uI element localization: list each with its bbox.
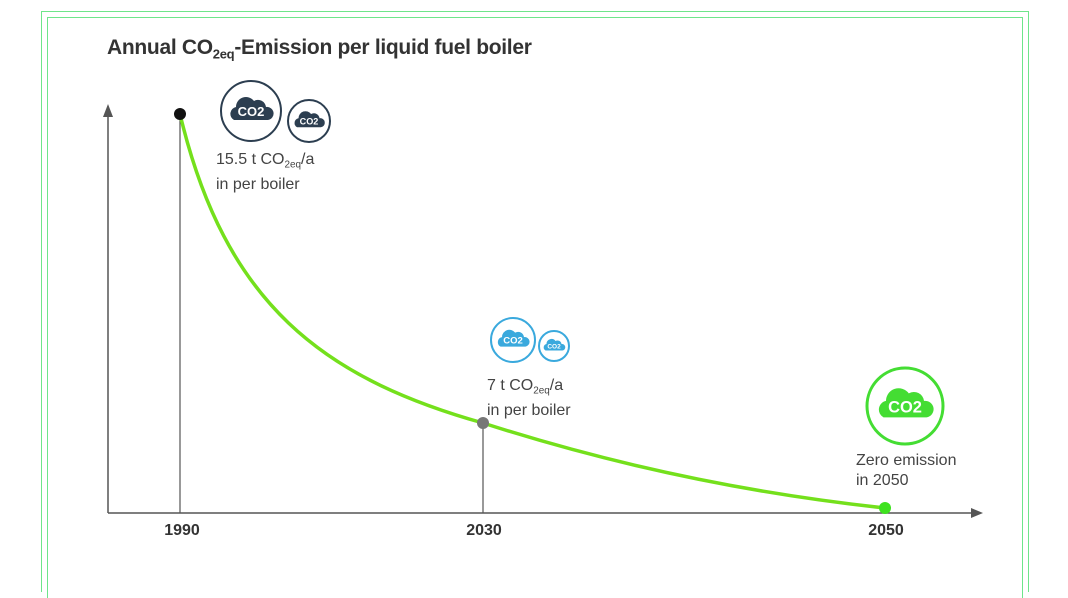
title-main: Annual CO bbox=[107, 36, 213, 59]
co2-cloud-icon-2030-small-label: CO2 bbox=[547, 344, 561, 351]
co2-cloud-icon-2050-ring bbox=[865, 366, 945, 446]
x-tick-1990: 1990 bbox=[164, 522, 200, 539]
data-point-2050 bbox=[879, 502, 891, 514]
title-rest: -Emission per liquid fuel boiler bbox=[234, 36, 532, 59]
x-tick-2050: 2050 bbox=[868, 522, 904, 539]
inner-frame bbox=[47, 17, 1023, 598]
data-point-2030 bbox=[477, 417, 489, 429]
title-sub: 2eq bbox=[212, 46, 235, 62]
annotation-2030: 7 t CO2eq/a in per boiler bbox=[487, 377, 571, 420]
x-axis-arrow bbox=[971, 508, 983, 518]
annotation-1990: 15.5 t CO2eq/a in per boiler bbox=[216, 151, 315, 194]
co2-cloud-icon-1990-large-label: CO2 bbox=[238, 104, 265, 119]
outer-frame bbox=[41, 11, 1029, 592]
co2-cloud-icon-2050-label: CO2 bbox=[888, 398, 922, 416]
co2-cloud-icon-2030-small bbox=[543, 339, 566, 351]
co2-cloud-icon-2030-large-label: CO2 bbox=[503, 336, 523, 347]
co2-cloud-icon-2030-small-ring bbox=[538, 330, 570, 362]
chart-title: Annual CO2eq-Emission per liquid fuel bo… bbox=[107, 36, 532, 62]
co2-cloud-icon-1990-small bbox=[294, 111, 325, 128]
x-tick-2030: 2030 bbox=[466, 522, 502, 539]
co2-cloud-icon-1990-large-ring bbox=[220, 80, 282, 142]
y-axis-arrow bbox=[103, 104, 113, 117]
chart-svg: CO2 CO2 CO2 CO2 CO2 bbox=[103, 80, 983, 518]
annotation-2050: Zero emission in 2050 bbox=[856, 452, 957, 489]
co2-cloud-icon-1990-large bbox=[230, 97, 274, 120]
co2-cloud-icon-2030-large bbox=[497, 329, 530, 347]
co2-cloud-icon-1990-small-label: CO2 bbox=[300, 117, 319, 127]
data-point-1990 bbox=[174, 108, 186, 120]
co2-cloud-icon-2050 bbox=[878, 388, 934, 418]
co2-cloud-icon-1990-small-ring bbox=[287, 99, 331, 143]
co2-cloud-icon-2030-large-ring bbox=[490, 317, 536, 363]
